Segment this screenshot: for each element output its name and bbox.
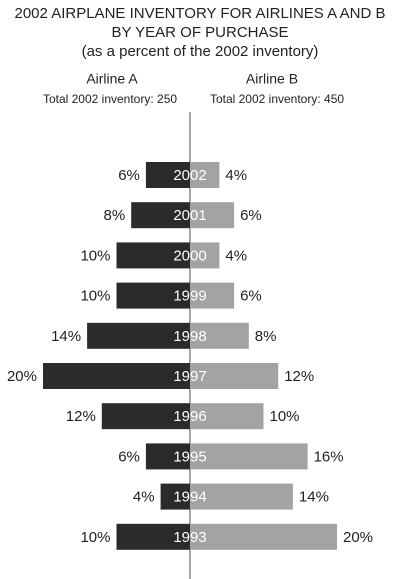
chart-subtitle: (as a percent of the 2002 inventory) bbox=[82, 43, 319, 60]
bar bbox=[190, 483, 293, 510]
bar bbox=[145, 162, 190, 188]
chart-title: 2002 AIRPLANE INVENTORY FOR AIRLINES A A… bbox=[15, 5, 386, 22]
category-label: 1996 bbox=[173, 408, 206, 425]
series-name: Airline A bbox=[86, 71, 138, 87]
value-label: 10% bbox=[80, 529, 110, 546]
value-label: 14% bbox=[51, 328, 81, 345]
chart-title: BY YEAR OF PURCHASE bbox=[112, 24, 289, 41]
bar bbox=[131, 202, 190, 229]
value-label: 10% bbox=[80, 247, 110, 264]
value-label: 6% bbox=[118, 448, 140, 465]
bar bbox=[190, 443, 308, 470]
category-label: 1993 bbox=[173, 529, 206, 546]
category-label: 2001 bbox=[173, 207, 206, 224]
value-label: 20% bbox=[343, 529, 373, 546]
bar bbox=[190, 242, 220, 269]
bar bbox=[87, 322, 190, 349]
category-label: 1994 bbox=[173, 489, 206, 506]
series-name: Airline B bbox=[246, 71, 298, 87]
bar bbox=[190, 162, 220, 188]
value-label: 16% bbox=[314, 448, 344, 465]
value-label: 8% bbox=[104, 207, 126, 224]
bar bbox=[190, 523, 337, 550]
bar bbox=[190, 202, 235, 229]
bar bbox=[116, 282, 190, 309]
value-label: 6% bbox=[240, 288, 262, 305]
bar bbox=[190, 282, 235, 309]
value-label: 20% bbox=[7, 368, 37, 385]
bar bbox=[190, 403, 264, 430]
bar bbox=[116, 242, 190, 269]
value-label: 12% bbox=[66, 408, 96, 425]
bar bbox=[116, 523, 190, 550]
category-label: 2002 bbox=[173, 167, 206, 184]
category-label: 1995 bbox=[173, 448, 206, 465]
value-label: 8% bbox=[255, 328, 277, 345]
category-label: 2000 bbox=[173, 247, 206, 264]
value-label: 4% bbox=[225, 247, 247, 264]
bar bbox=[43, 363, 190, 389]
value-label: 6% bbox=[240, 207, 262, 224]
category-label: 1999 bbox=[173, 288, 206, 305]
annotation: Total 2002 inventory: 250 bbox=[43, 92, 177, 106]
bar bbox=[190, 322, 249, 349]
bar bbox=[190, 363, 279, 389]
value-label: 10% bbox=[80, 288, 110, 305]
value-label: 14% bbox=[299, 489, 329, 506]
value-label: 4% bbox=[133, 489, 155, 506]
annotation: Total 2002 inventory: 450 bbox=[210, 92, 344, 106]
value-label: 12% bbox=[284, 368, 314, 385]
category-label: 1997 bbox=[173, 368, 206, 385]
category-label: 1998 bbox=[173, 328, 206, 345]
value-label: 10% bbox=[270, 408, 300, 425]
value-label: 6% bbox=[118, 167, 140, 184]
value-label: 4% bbox=[225, 167, 247, 184]
bar bbox=[101, 403, 190, 430]
bar bbox=[145, 443, 190, 470]
bar bbox=[160, 483, 190, 510]
